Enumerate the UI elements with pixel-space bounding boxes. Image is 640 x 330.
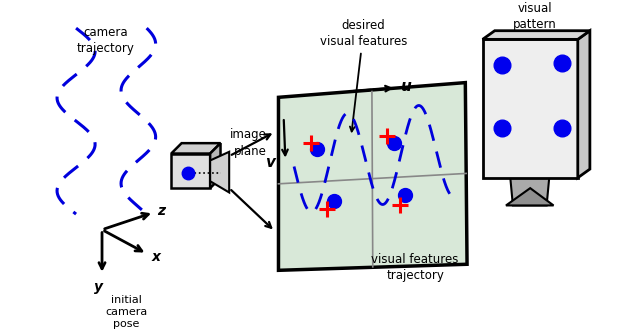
Polygon shape	[483, 39, 578, 178]
Text: v: v	[265, 155, 275, 170]
Polygon shape	[510, 178, 549, 206]
Text: visual features
trajectory: visual features trajectory	[371, 252, 459, 281]
Text: desired
visual features: desired visual features	[319, 19, 407, 131]
Text: y: y	[94, 280, 103, 294]
Polygon shape	[483, 31, 590, 39]
Text: visual
pattern: visual pattern	[513, 2, 556, 31]
Text: image
plane: image plane	[230, 128, 266, 158]
Polygon shape	[210, 152, 229, 192]
Polygon shape	[172, 143, 221, 153]
Text: x: x	[151, 250, 161, 264]
Text: initial
camera
pose: initial camera pose	[105, 295, 147, 329]
Polygon shape	[506, 188, 554, 206]
Text: camera
trajectory: camera trajectory	[77, 25, 134, 54]
Text: u: u	[401, 80, 412, 94]
Polygon shape	[278, 82, 467, 270]
Polygon shape	[210, 143, 221, 188]
Text: z: z	[157, 204, 166, 217]
Polygon shape	[578, 31, 590, 178]
Polygon shape	[172, 153, 210, 188]
